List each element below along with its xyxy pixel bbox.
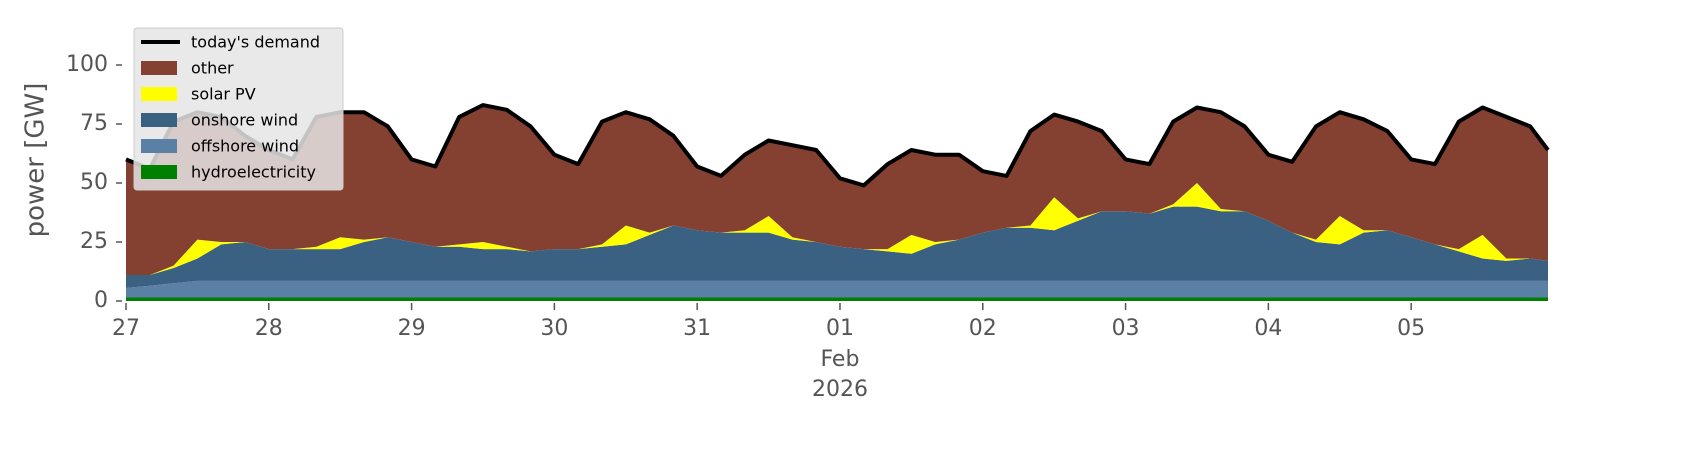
- legend: today's demand other solar PV onshore wind o…: [133, 27, 344, 191]
- y-tick-label: 25: [80, 229, 108, 254]
- legend-swatch: [141, 165, 177, 179]
- x-tick-label: 29: [398, 316, 426, 341]
- x-tick-label: 05: [1397, 316, 1425, 341]
- x-sublabel: Feb: [820, 347, 859, 372]
- y-axis-label: power [GW]: [21, 83, 51, 238]
- legend-swatch: [141, 139, 177, 153]
- legend-label: solar PV: [191, 85, 256, 104]
- legend-swatch: [141, 87, 177, 101]
- demand-line: [125, 103, 1550, 188]
- area: [126, 183, 1548, 275]
- legend-box: [133, 27, 344, 191]
- x-tick-label: 01: [826, 316, 854, 341]
- x-sublabel: 2026: [812, 377, 868, 402]
- legend-label: today's demand: [191, 33, 320, 52]
- x-tick-label: 27: [112, 316, 140, 341]
- x-tick-label: 31: [683, 316, 711, 341]
- legend-swatch: [141, 113, 177, 127]
- y-tick-label: 75: [80, 111, 108, 136]
- area: [126, 297, 1548, 301]
- legend-label: offshore wind: [191, 137, 299, 156]
- x-tick-label: 03: [1112, 316, 1140, 341]
- area: [126, 206, 1548, 288]
- y-tick-label: 100: [66, 52, 108, 77]
- x-tick-label: 02: [969, 316, 997, 341]
- x-tick-label: 28: [255, 316, 283, 341]
- area: [126, 280, 1548, 298]
- y-tick-label: 0: [94, 288, 108, 313]
- legend-label: hydroelectricity: [191, 163, 316, 182]
- legend-label: other: [191, 59, 234, 78]
- x-tick-label: 30: [540, 316, 568, 341]
- legend-swatch: [141, 61, 177, 75]
- x-tick-label: 04: [1254, 316, 1282, 341]
- area: [126, 105, 1548, 275]
- legend-label: onshore wind: [191, 111, 298, 130]
- y-tick-label: 50: [80, 170, 108, 195]
